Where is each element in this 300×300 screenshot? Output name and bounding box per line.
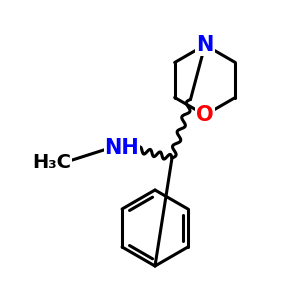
Text: NH: NH — [105, 138, 140, 158]
Text: H₃C: H₃C — [32, 152, 71, 172]
Text: N: N — [196, 35, 214, 55]
Text: O: O — [196, 105, 214, 125]
